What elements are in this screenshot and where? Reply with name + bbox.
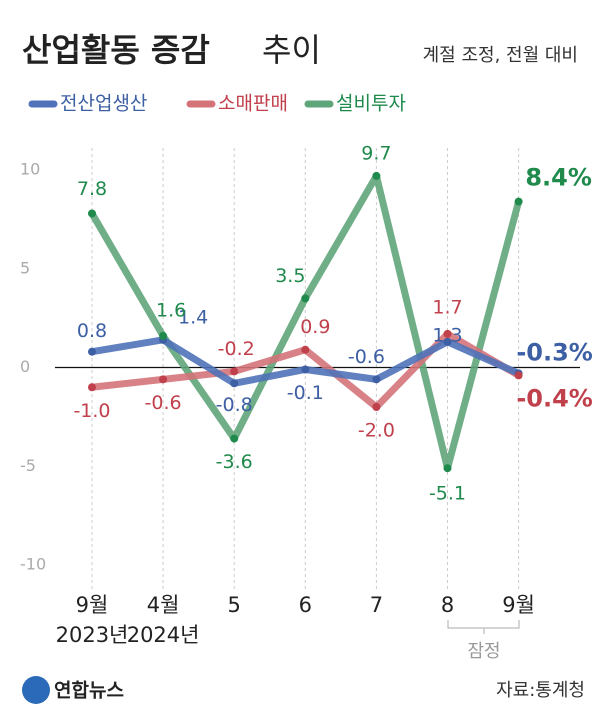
chart-title-suffix: 추이 (262, 31, 321, 69)
subtitle: 계절 조정, 전월 대비 (423, 45, 578, 66)
data-point (301, 345, 310, 354)
data-label: -0.3% (516, 338, 593, 366)
data-point (230, 379, 239, 388)
x-tick-label: 4월 (147, 593, 180, 617)
data-label: 8.4% (525, 164, 592, 192)
y-tick-label: 10 (20, 160, 40, 179)
data-point (301, 294, 310, 303)
annotation: 잠정 (467, 641, 500, 662)
data-label: -5.1 (429, 483, 466, 505)
data-point (372, 171, 381, 180)
data-point (301, 365, 310, 374)
data-point (230, 434, 239, 443)
annotation-bracket (447, 620, 520, 634)
data-point (88, 383, 96, 392)
data-label: -0.6 (348, 346, 385, 368)
data-label: 3.5 (275, 265, 305, 287)
data-label: 0.8 (77, 320, 107, 342)
data-label: -1.0 (73, 400, 110, 422)
x-tick-sublabel: 2023년 (56, 623, 129, 647)
data-point (88, 209, 96, 218)
x-tick-label: 5 (228, 593, 241, 617)
source: 자료:통계청 (496, 680, 585, 701)
data-label: 1.4 (178, 306, 208, 328)
data-point (230, 367, 239, 376)
data-label: 7.8 (77, 178, 107, 200)
y-tick-label: -10 (20, 555, 46, 574)
chart-title: 산업활동 증감 (22, 31, 210, 69)
y-tick-label: -5 (20, 456, 36, 475)
data-label: -3.6 (216, 451, 253, 473)
x-tick-label: 7 (370, 593, 383, 617)
data-label: -0.6 (145, 392, 182, 414)
data-label: -0.2 (218, 338, 255, 360)
data-label: -2.0 (358, 420, 395, 442)
data-label: 0.9 (300, 316, 330, 338)
data-point (372, 403, 381, 411)
data-label: 1.6 (156, 299, 186, 321)
y-tick-label: 0 (20, 357, 30, 376)
data-label: -0.1 (287, 382, 324, 404)
logo-icon (22, 676, 50, 704)
x-tick-label: 8 (441, 593, 454, 617)
data-point (443, 337, 452, 346)
data-label: -0.4% (516, 384, 593, 412)
x-tick-label: 9월 (76, 593, 109, 617)
data-point (372, 375, 381, 384)
data-label: 1.7 (432, 296, 462, 318)
data-point (514, 371, 523, 380)
data-point (159, 331, 168, 340)
data-point (443, 464, 452, 473)
y-tick-label: 5 (20, 258, 30, 277)
data-point (514, 197, 523, 206)
x-tick-label: 6 (299, 593, 312, 617)
x-tick-label: 9월 (502, 593, 535, 617)
data-point (88, 347, 96, 356)
legend-label: 전산업생산 (60, 93, 147, 115)
data-point (443, 329, 452, 338)
data-point (159, 375, 168, 384)
x-tick-sublabel: 2024년 (127, 623, 200, 647)
legend-label: 소매판매 (218, 93, 288, 115)
data-label: 9.7 (361, 142, 391, 164)
legend-label: 설비투자 (336, 93, 406, 115)
data-label: -0.8 (216, 394, 253, 416)
logo: 연합뉴스 (54, 680, 124, 702)
